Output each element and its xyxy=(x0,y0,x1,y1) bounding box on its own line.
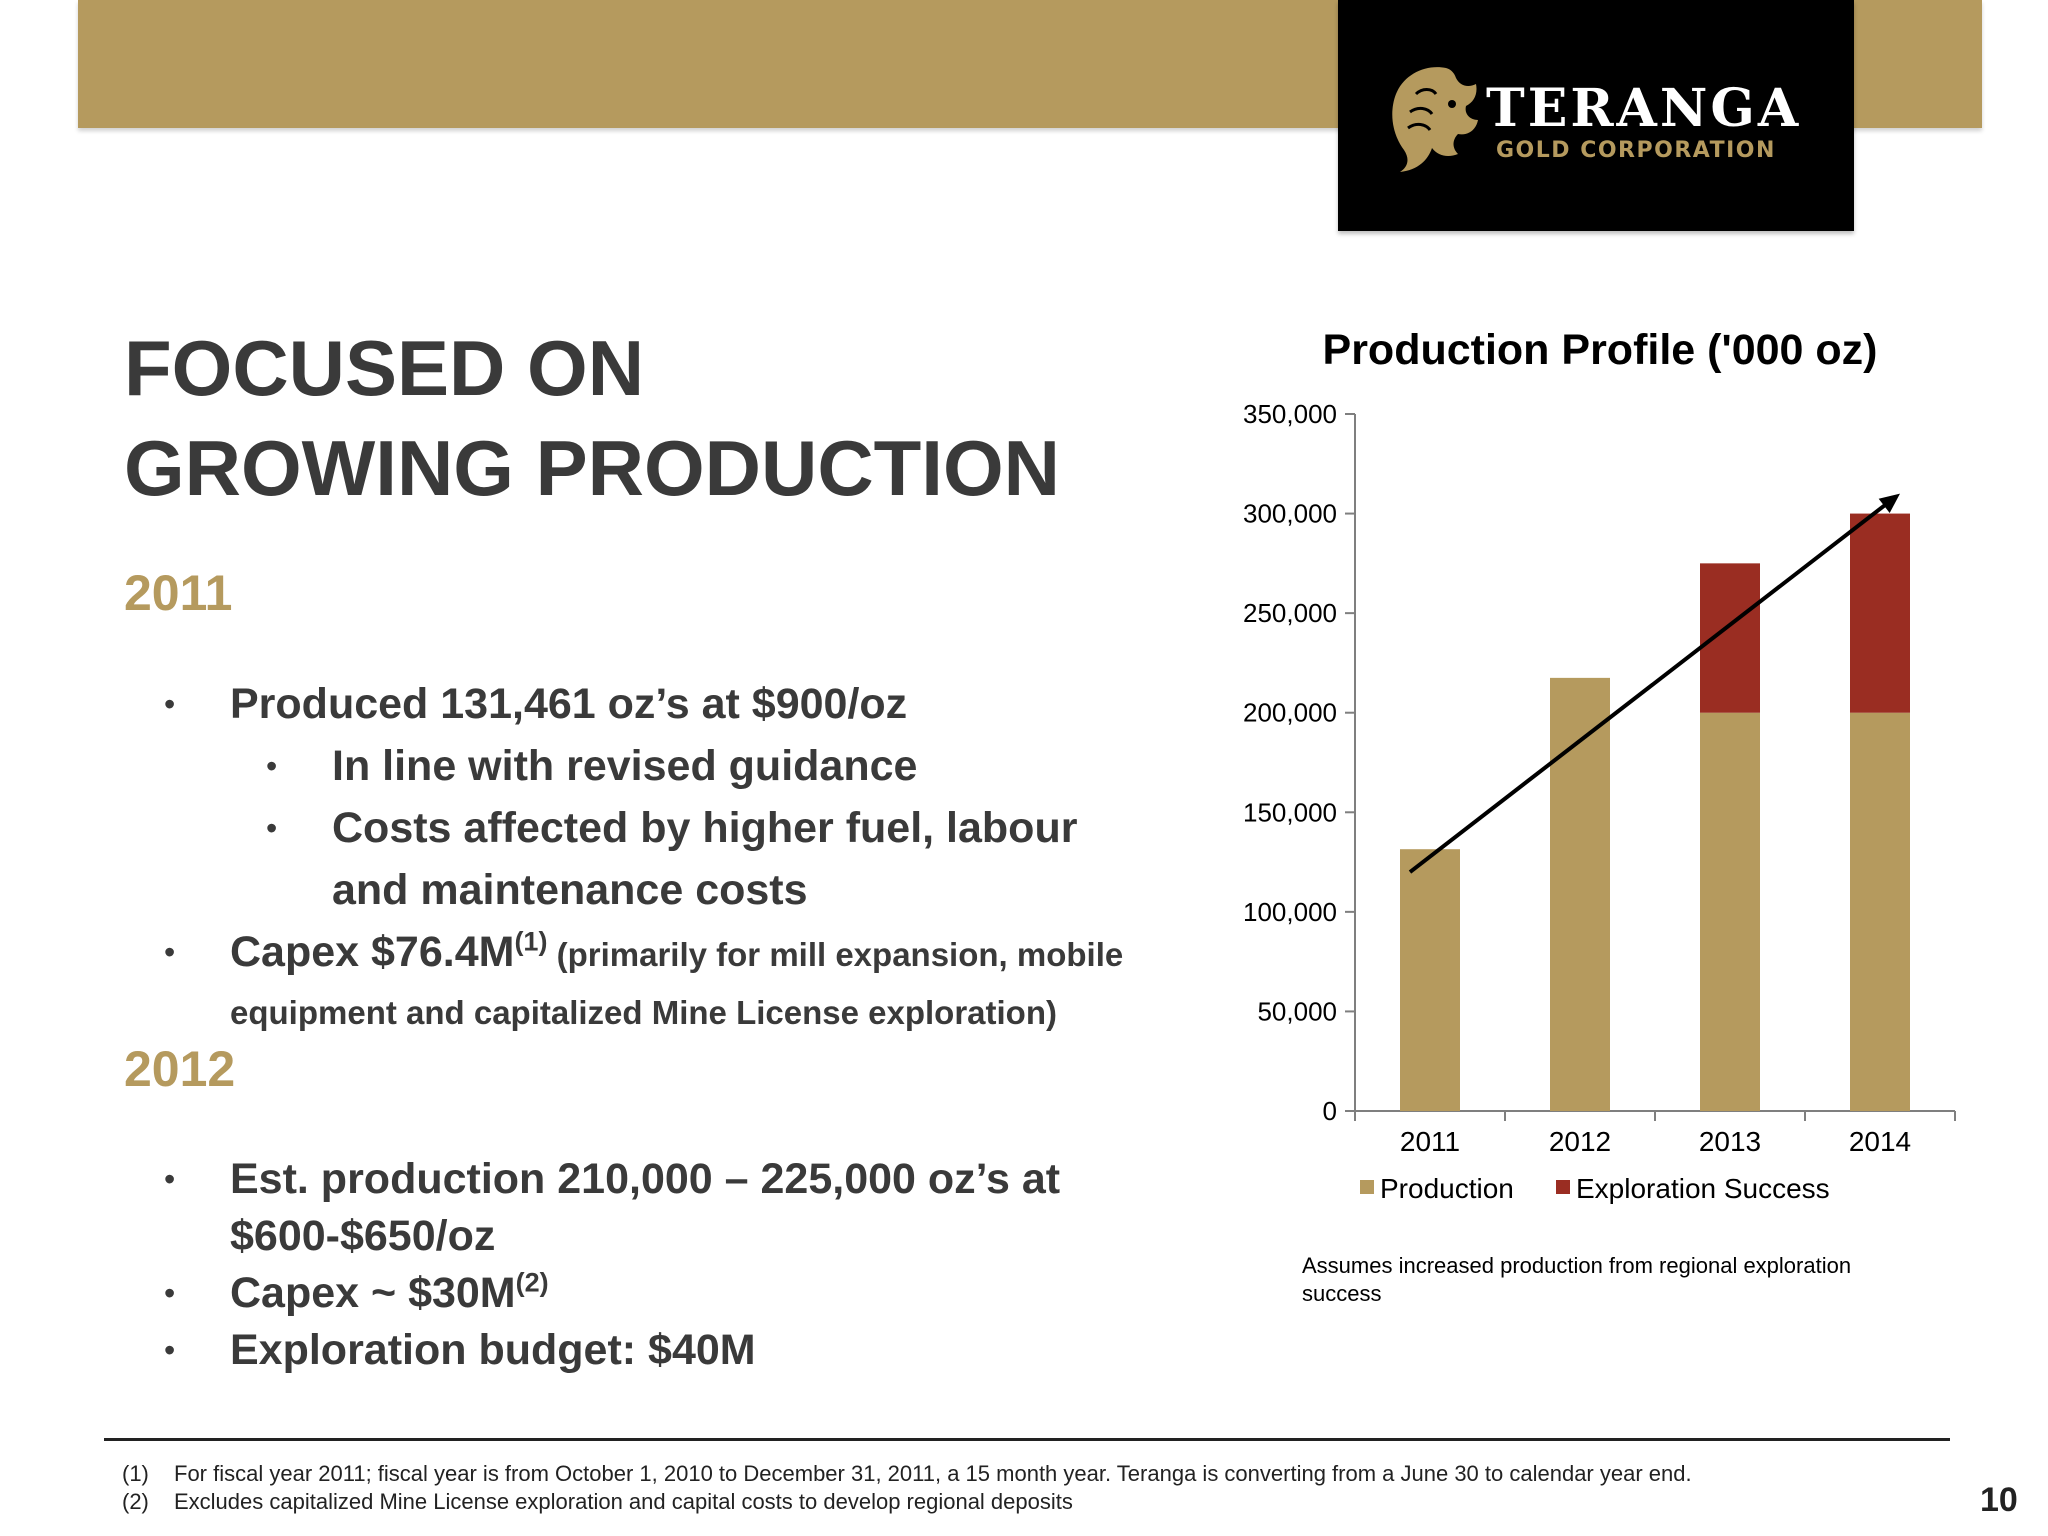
title-line-2: GROWING PRODUCTION xyxy=(124,424,1060,512)
footnotes: (1) For fiscal year 2011; fiscal year is … xyxy=(122,1460,1692,1516)
bullet-exploration: • Exploration budget: $40M xyxy=(164,1326,756,1375)
footnote-ref: (2) xyxy=(515,1267,549,1298)
bullet-marker: • xyxy=(164,934,176,970)
bullet-text: Est. production 210,000 – 225,000 oz’s a… xyxy=(230,1155,1061,1203)
y-tick-label: 350,000 xyxy=(1243,399,1337,429)
x-tick-label: 2014 xyxy=(1849,1126,1911,1157)
bullet-marker: • xyxy=(266,810,278,846)
bullet-marker: • xyxy=(266,748,278,784)
company-name: TERANGA xyxy=(1486,78,1802,139)
bullet-est-production: • Est. production 210,000 – 225,000 oz’s… xyxy=(164,1155,1061,1204)
bullet-marker: • xyxy=(164,1275,176,1311)
year-heading-2012: 2012 xyxy=(124,1041,236,1097)
y-tick-label: 50,000 xyxy=(1257,996,1337,1026)
y-tick-label: 100,000 xyxy=(1243,897,1337,927)
y-tick-label: 150,000 xyxy=(1243,797,1337,827)
page-number: 10 xyxy=(1980,1481,2018,1519)
bullet-text: Exploration budget: $40M xyxy=(230,1326,756,1374)
bullet-est-production-cont: $600-$650/oz xyxy=(230,1212,496,1260)
title-line-1: FOCUSED ON xyxy=(124,324,645,412)
bullet-marker: • xyxy=(164,686,176,722)
y-tick-label: 0 xyxy=(1323,1096,1337,1126)
x-tick-label: 2012 xyxy=(1549,1126,1611,1157)
x-tick-label: 2013 xyxy=(1699,1126,1761,1157)
sub-bullet-guidance: • In line with revised guidance xyxy=(266,742,918,791)
trend-arrow-line xyxy=(1408,498,1894,874)
sub-bullet-costs-cont: and maintenance costs xyxy=(332,866,808,914)
legend-swatch-production xyxy=(1360,1180,1374,1194)
capex-detail: (primarily for mill expansion, mobile xyxy=(547,936,1124,973)
bullet-text: Produced 131,461 oz’s at $900/oz xyxy=(230,680,908,728)
footnote-text: For fiscal year 2011; fiscal year is fro… xyxy=(174,1461,1692,1486)
footnote-2: (2) Excludes capitalized Mine License exp… xyxy=(122,1488,1692,1516)
bar-production-2012 xyxy=(1550,677,1610,1111)
footer-divider xyxy=(104,1438,1950,1441)
bar-production-2014 xyxy=(1850,712,1910,1111)
bullet-text: Costs affected by higher fuel, labour xyxy=(332,804,1078,852)
capex-detail-cont: equipment and capitalized Mine License e… xyxy=(230,994,1057,1031)
x-tick-label: 2011 xyxy=(1400,1126,1460,1157)
bar-exploration-2014 xyxy=(1850,513,1910,713)
bullet-marker: • xyxy=(164,1161,176,1197)
chart-title: Production Profile ('000 oz) xyxy=(1322,326,1878,374)
footnote-number: (2) xyxy=(122,1489,149,1514)
bullet-capex-2012: • Capex ~ $30M(2) xyxy=(164,1267,549,1318)
legend-label-exploration: Exploration Success xyxy=(1576,1173,1830,1204)
capex-text: Capex $76.4M xyxy=(230,928,515,976)
company-subtitle: GOLD CORPORATION xyxy=(1496,138,1776,163)
capex-text: Capex ~ $30M xyxy=(230,1269,516,1317)
bullet-capex-2011: • Capex $76.4M(1) (primarily for mill ex… xyxy=(164,926,1124,977)
footnote-text: Excludes capitalized Mine License explor… xyxy=(174,1489,1073,1514)
footnote-1: (1) For fiscal year 2011; fiscal year is … xyxy=(122,1460,1692,1488)
y-tick-label: 200,000 xyxy=(1243,698,1337,728)
sub-bullet-costs: • Costs affected by higher fuel, labour xyxy=(266,804,1078,853)
footnote-number: (1) xyxy=(122,1461,149,1486)
trend-arrow-head xyxy=(1878,493,1900,514)
legend-swatch-exploration xyxy=(1556,1180,1570,1194)
y-tick-label: 250,000 xyxy=(1243,598,1337,628)
bullet-marker: • xyxy=(164,1332,176,1368)
page-title: FOCUSED ON GROWING PRODUCTION xyxy=(124,318,1060,518)
bar-production-2011 xyxy=(1400,849,1460,1111)
company-logo: TERANGA GOLD CORPORATION xyxy=(1338,0,1854,231)
y-tick-label: 300,000 xyxy=(1243,499,1337,529)
chart-note: Assumes increased production from region… xyxy=(1302,1253,1852,1306)
legend-label-production: Production xyxy=(1380,1173,1514,1204)
lion-head-icon xyxy=(1392,67,1478,172)
bar-exploration-2013 xyxy=(1700,563,1760,713)
bullet-produced: • Produced 131,461 oz’s at $900/oz xyxy=(164,680,908,729)
bar-production-2013 xyxy=(1700,712,1760,1111)
bullet-text: In line with revised guidance xyxy=(332,742,918,790)
year-heading-2011: 2011 xyxy=(124,565,233,621)
footnote-ref: (1) xyxy=(514,926,548,957)
